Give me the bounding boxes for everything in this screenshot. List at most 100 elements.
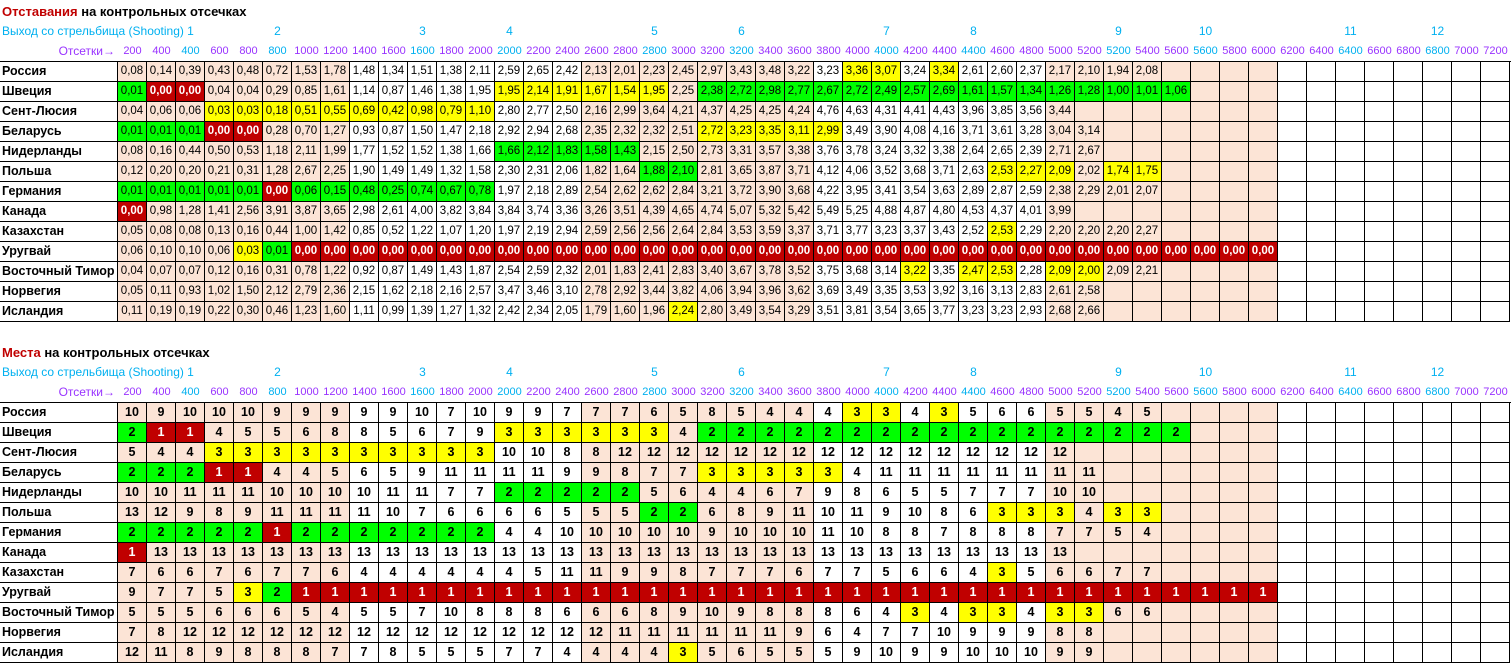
table-cell: 9 [466, 423, 495, 443]
table-cell [1365, 242, 1394, 262]
table-cell: 0,12 [118, 162, 147, 182]
table-cell: 2,67 [814, 82, 843, 102]
split-header: 600 [210, 45, 229, 57]
table-cell: 3 [1017, 503, 1046, 523]
table-cell: 3,23 [727, 122, 756, 142]
table-cell [1452, 242, 1481, 262]
table-cell: 7 [640, 463, 669, 483]
table-cell: 7 [582, 403, 611, 423]
shooting-number [611, 362, 640, 382]
splits-label: Отсетки→ [58, 385, 115, 399]
table-cell: 3,69 [814, 282, 843, 302]
table-cell: 6 [1075, 563, 1104, 583]
table-cell [1394, 242, 1423, 262]
table-cell: 8 [466, 603, 495, 623]
table-cell [1220, 102, 1249, 122]
table-cell: 2,27 [1017, 162, 1046, 182]
table-cell: 1,34 [379, 62, 408, 82]
table-cell: 3,48 [756, 62, 785, 82]
table-cell: 13 [234, 543, 263, 563]
table-cell [1481, 643, 1510, 663]
shooting-number: 1 [187, 365, 194, 379]
country-name: Восточный Тимор [0, 262, 118, 282]
table-cell: 12 [147, 503, 176, 523]
table-cell [1452, 483, 1481, 503]
table-cell: 5 [756, 643, 785, 663]
table-cell: 0,00 [1046, 242, 1075, 262]
table-cell: 0,99 [379, 302, 408, 322]
table-cell: 0,00 [756, 242, 785, 262]
table-cell: 3,07 [872, 62, 901, 82]
table-cell: 10 [118, 403, 147, 423]
table-cell: 3,14 [872, 262, 901, 282]
table-cell [1104, 202, 1133, 222]
table-cell: 3,84 [466, 202, 495, 222]
table-cell: 3,52 [785, 262, 814, 282]
table-cell: 2,68 [553, 122, 582, 142]
table-cell: 3,35 [872, 282, 901, 302]
table-cell: 7 [959, 483, 988, 503]
table-cell: 1,67 [582, 82, 611, 102]
table-cell: 8 [524, 603, 553, 623]
table-cell: 3 [466, 443, 495, 463]
table-cell: 1 [1162, 583, 1191, 603]
table-cell: 2 [756, 423, 785, 443]
table-cell: 10 [205, 403, 234, 423]
split-header: 4400 [961, 45, 986, 57]
table-cell [1307, 563, 1336, 583]
table-cell: 1,82 [582, 162, 611, 182]
table-cell: 0,01 [118, 122, 147, 142]
table-cell [1220, 543, 1249, 563]
table-cell: 2,15 [350, 282, 379, 302]
table-row: Россия 10 9 10 10 10 9 9 9 9 9 10 7 10 9 9 7 7 7 6 5 8 5 4 4 4 3 3 4… [0, 403, 1511, 423]
table-cell: 1 [756, 583, 785, 603]
table-cell [1162, 603, 1191, 623]
table-cell: 10 [234, 403, 263, 423]
table-cell: 1 [785, 583, 814, 603]
table-cell: 8 [495, 603, 524, 623]
table-cell: 8 [843, 483, 872, 503]
table-cell [1394, 262, 1423, 282]
table-cell: 5 [930, 483, 959, 503]
table-cell: 2,77 [785, 82, 814, 102]
table-cell: 9 [669, 603, 698, 623]
table-cell: 0,00 [582, 242, 611, 262]
table-cell: 2,42 [553, 62, 582, 82]
table-cell: 7 [437, 483, 466, 503]
table-cell: 10 [379, 503, 408, 523]
table-cell [1249, 282, 1278, 302]
table-cell [1075, 543, 1104, 563]
table-cell [1452, 643, 1481, 663]
table-cell: 7 [1075, 523, 1104, 543]
table-cell: 7 [553, 403, 582, 423]
table-cell [1307, 443, 1336, 463]
table-row: Польша 13 12 9 8 9 11 11 11 11 10 7 6 6 6 6 5 5 5 2 2 6 8 9 11 10… [0, 503, 1511, 523]
table-cell: 5 [640, 483, 669, 503]
table-cell [1133, 122, 1162, 142]
table-cell: 1 [1220, 583, 1249, 603]
table-cell: 2,68 [1046, 302, 1075, 322]
split-header: 800 [239, 386, 258, 398]
table-cell: 1,49 [379, 162, 408, 182]
split-header: 6400 [1338, 45, 1363, 57]
table-cell: 2,52 [959, 222, 988, 242]
table-cell: 4,25 [756, 102, 785, 122]
table-cell: 1 [118, 543, 147, 563]
table-cell: 3 [756, 463, 785, 483]
table-cell [1191, 82, 1220, 102]
table-cell: 0,16 [147, 142, 176, 162]
table-cell [1162, 503, 1191, 523]
table-cell [1307, 643, 1336, 663]
table-cell: 1,10 [466, 102, 495, 122]
table-cell: 5 [611, 503, 640, 523]
table-cell: 6 [437, 503, 466, 523]
table-cell: 8 [1017, 523, 1046, 543]
table-cell: 2,18 [408, 282, 437, 302]
table-cell: 9 [727, 603, 756, 623]
shooting-row: Выход со стрельбища (Shooting) 1 2 3 4 5 6 7 8 9 1… [0, 362, 1511, 382]
table-cell [1452, 403, 1481, 423]
split-header: 3000 [671, 45, 696, 57]
table-cell: 1,51 [408, 62, 437, 82]
table-cell [1365, 403, 1394, 423]
table-row: Германия 2 2 2 2 2 1 2 2 2 2 2 2 2 4 4 10 10 10 10 10 9 10 10 10… [0, 523, 1511, 543]
